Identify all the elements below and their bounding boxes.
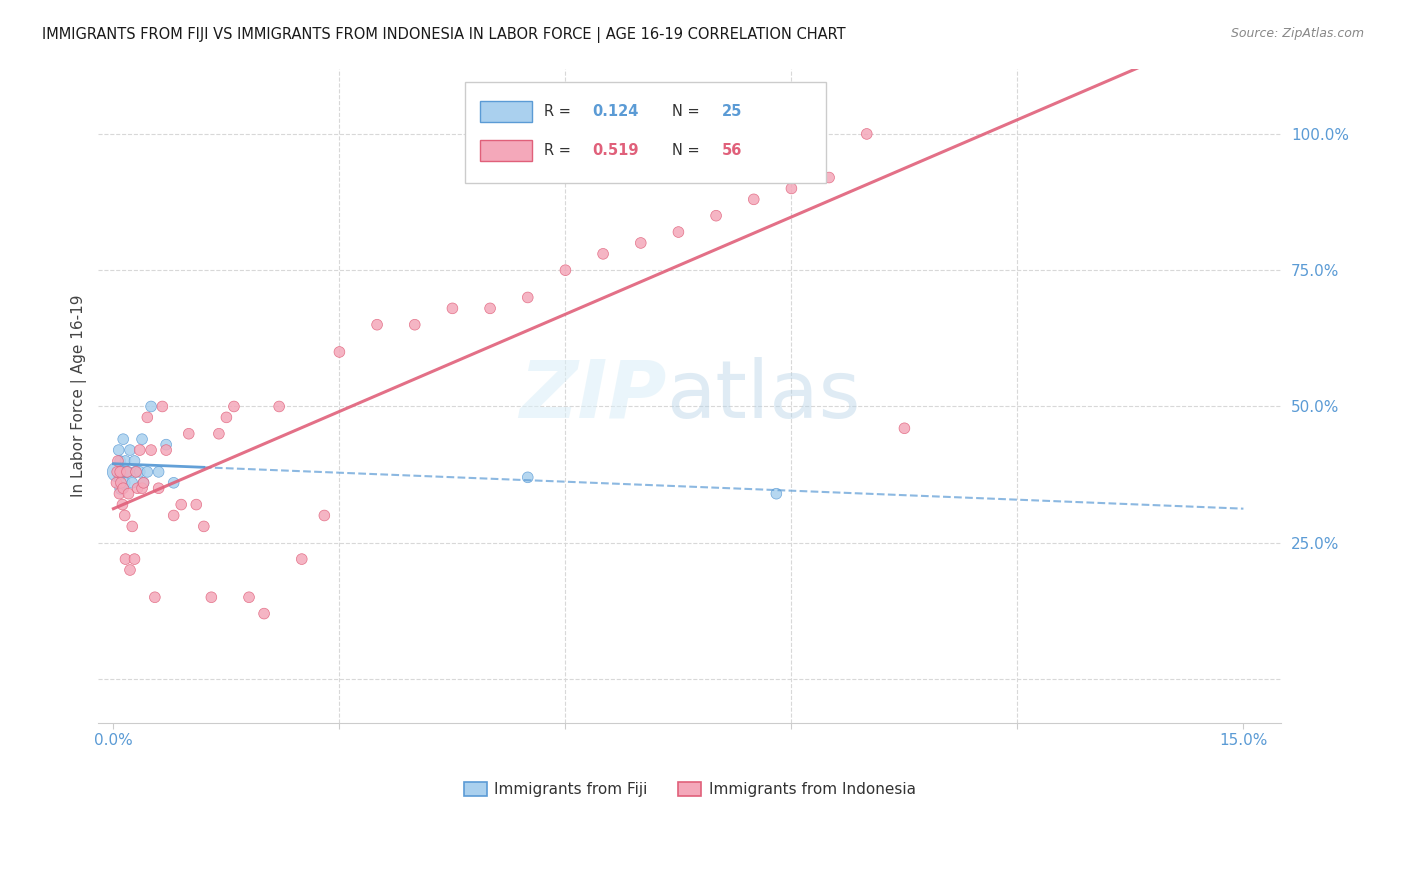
Point: [177, 426, 200, 441]
Text: N =: N =: [672, 103, 704, 119]
Point: [108, 465, 131, 479]
Point: [163, 508, 186, 523]
Point: [269, 400, 291, 414]
Point: [111, 498, 134, 512]
Point: [107, 454, 129, 468]
Point: [105, 465, 128, 479]
Point: [291, 552, 314, 566]
Text: Source: ZipAtlas.com: Source: ZipAtlas.com: [1230, 27, 1364, 40]
Point: [114, 454, 136, 468]
Point: [253, 607, 276, 621]
Point: [131, 481, 153, 495]
Point: [111, 465, 134, 479]
Point: [148, 465, 170, 479]
Text: N =: N =: [672, 143, 704, 158]
Point: [132, 475, 155, 490]
Point: [765, 486, 787, 500]
Text: R =: R =: [544, 143, 575, 158]
Point: [516, 470, 538, 484]
Point: [139, 443, 162, 458]
Point: [117, 465, 139, 479]
Point: [441, 301, 464, 316]
Point: [125, 465, 148, 479]
Point: [131, 432, 153, 446]
Point: [314, 508, 336, 523]
Point: [108, 470, 131, 484]
Point: [121, 519, 143, 533]
Point: [143, 591, 166, 605]
Point: [136, 410, 159, 425]
Text: R =: R =: [544, 103, 575, 119]
Point: [479, 301, 502, 316]
Text: atlas: atlas: [666, 357, 860, 434]
Y-axis label: In Labor Force | Age 16-19: In Labor Force | Age 16-19: [72, 294, 87, 497]
Point: [125, 465, 148, 479]
Point: [128, 465, 150, 479]
Point: [780, 181, 803, 195]
Point: [592, 247, 614, 261]
Point: [132, 475, 155, 490]
Point: [121, 475, 143, 490]
Point: [107, 443, 129, 458]
Point: [118, 443, 141, 458]
Point: [108, 486, 131, 500]
Point: [136, 465, 159, 479]
Text: 25: 25: [721, 103, 742, 119]
Point: [328, 345, 350, 359]
Point: [112, 481, 135, 495]
Point: [163, 475, 186, 490]
Text: IMMIGRANTS FROM FIJI VS IMMIGRANTS FROM INDONESIA IN LABOR FORCE | AGE 16-19 COR: IMMIGRANTS FROM FIJI VS IMMIGRANTS FROM …: [42, 27, 846, 43]
Point: [110, 481, 132, 495]
Point: [893, 421, 915, 435]
Text: ZIP: ZIP: [519, 357, 666, 434]
Point: [114, 508, 136, 523]
Point: [112, 432, 135, 446]
Point: [155, 437, 177, 451]
Point: [855, 127, 877, 141]
Point: [668, 225, 690, 239]
Point: [155, 443, 177, 458]
Point: [516, 290, 538, 304]
Point: [139, 400, 162, 414]
Point: [117, 486, 139, 500]
Point: [124, 454, 146, 468]
Point: [105, 475, 128, 490]
Point: [127, 481, 149, 495]
Point: [105, 465, 128, 479]
Point: [818, 170, 841, 185]
Point: [215, 410, 238, 425]
Point: [150, 400, 173, 414]
Point: [366, 318, 388, 332]
Text: 0.124: 0.124: [593, 103, 640, 119]
FancyBboxPatch shape: [465, 81, 825, 183]
Text: 56: 56: [721, 143, 742, 158]
Point: [404, 318, 426, 332]
Point: [118, 563, 141, 577]
Legend: Immigrants from Fiji, Immigrants from Indonesia: Immigrants from Fiji, Immigrants from In…: [457, 776, 922, 804]
Point: [115, 465, 138, 479]
Point: [124, 552, 146, 566]
Point: [704, 209, 727, 223]
Point: [238, 591, 260, 605]
Point: [114, 552, 136, 566]
Point: [170, 498, 193, 512]
Point: [193, 519, 215, 533]
Point: [630, 235, 652, 250]
Text: 0.519: 0.519: [593, 143, 640, 158]
Point: [108, 454, 131, 468]
Point: [128, 443, 150, 458]
Point: [200, 591, 222, 605]
Point: [208, 426, 231, 441]
Point: [222, 400, 245, 414]
Point: [148, 481, 170, 495]
Point: [115, 465, 138, 479]
FancyBboxPatch shape: [481, 140, 533, 161]
FancyBboxPatch shape: [481, 101, 533, 121]
Point: [742, 192, 765, 206]
Point: [186, 498, 208, 512]
Point: [110, 475, 132, 490]
Point: [554, 263, 576, 277]
Point: [114, 475, 136, 490]
